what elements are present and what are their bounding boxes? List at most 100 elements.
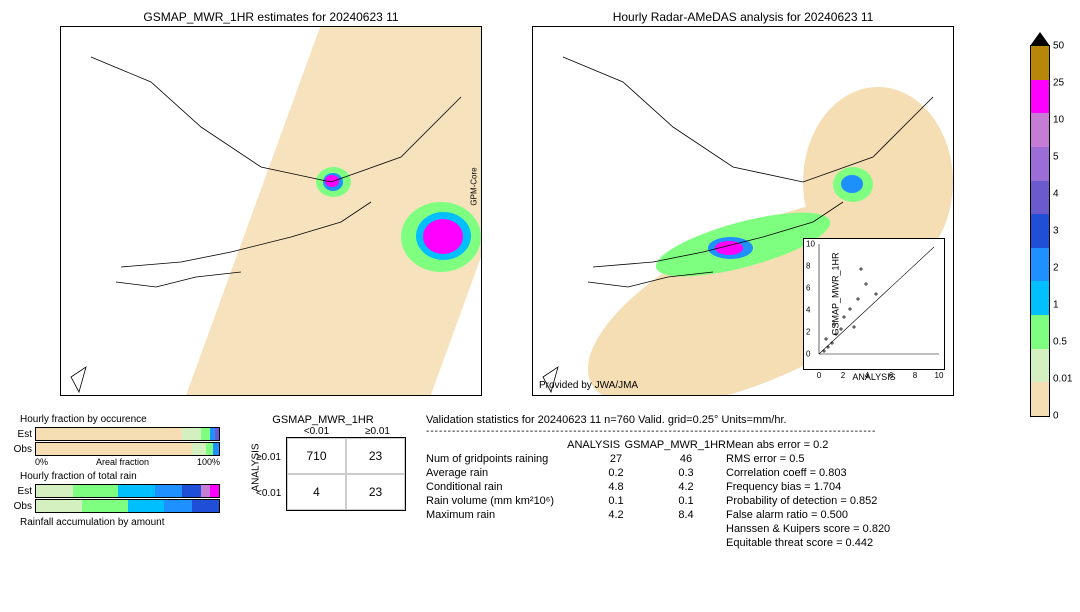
colorbar-tick: 4 bbox=[1053, 189, 1059, 200]
conting-col0: <0.01 bbox=[286, 426, 347, 437]
swath-label-top: GPM-Core bbox=[469, 167, 478, 205]
contingency-table: GSMAP_MWR_1HR <0.01 ≥0.01 ANALYSIS ≥0.01… bbox=[238, 414, 408, 551]
bar-segment bbox=[36, 443, 192, 455]
stats-title: Validation statistics for 20240623 11 n=… bbox=[426, 414, 1070, 426]
bar-segment bbox=[128, 500, 165, 512]
bar-segment bbox=[192, 443, 207, 455]
cell-11: 23 bbox=[346, 474, 405, 510]
stat-v2: 46 bbox=[651, 453, 721, 465]
bar-segment bbox=[210, 485, 219, 497]
colorbar-segment bbox=[1031, 147, 1049, 181]
axis-0: 0% bbox=[35, 457, 48, 467]
inset-xtick: 6 bbox=[889, 371, 893, 380]
bar-segment bbox=[82, 500, 128, 512]
stat-line: RMS error = 0.5 bbox=[726, 453, 1070, 465]
inset-xtick: 4 bbox=[865, 371, 869, 380]
bar-segment bbox=[155, 485, 182, 497]
inset-ytick: 4 bbox=[806, 306, 810, 315]
bar-row: Est bbox=[10, 427, 220, 441]
cell-01: 23 bbox=[346, 438, 405, 474]
inset-xtick: 8 bbox=[913, 371, 917, 380]
bottom-row: Hourly fraction by occurence Est Obs 0% A… bbox=[10, 414, 1070, 551]
inset-ytick: 6 bbox=[806, 284, 810, 293]
bar-segment bbox=[182, 428, 200, 440]
stat-v1: 4.2 bbox=[581, 509, 651, 521]
inset-scatter: GSMAP_MWR_1HR ANALYSIS 0246810 0246810 bbox=[803, 238, 945, 370]
stat-line: False alarm ratio = 0.500 bbox=[726, 509, 1070, 521]
bar-segment bbox=[118, 485, 155, 497]
stat-v2: 0.1 bbox=[651, 495, 721, 507]
axis-100: 100% bbox=[197, 457, 220, 467]
conting-row0: ≥0.01 bbox=[256, 452, 281, 463]
group2-title: Hourly fraction of total rain bbox=[20, 471, 220, 482]
stat-line: Mean abs error = 0.2 bbox=[726, 439, 1070, 451]
colorbar-tick: 0.01 bbox=[1053, 374, 1072, 385]
colorbar-segment bbox=[1031, 349, 1049, 383]
bar-row: Est bbox=[10, 484, 220, 498]
colorbar-segment bbox=[1031, 113, 1049, 147]
bar-segment bbox=[192, 500, 219, 512]
colorbar-tick: 1 bbox=[1053, 300, 1059, 311]
stats-colhead-0: ANALYSIS bbox=[563, 439, 625, 451]
map-right: Hourly Radar-AMeDAS analysis for 2024062… bbox=[532, 10, 954, 396]
conting-col1: ≥0.01 bbox=[347, 426, 408, 437]
colorbar-tick: 5 bbox=[1053, 152, 1059, 163]
bar-segment bbox=[182, 485, 200, 497]
group3-title: Rainfall accumulation by amount bbox=[20, 517, 220, 528]
conting-row1: <0.01 bbox=[256, 488, 281, 499]
stat-name: Conditional rain bbox=[426, 481, 581, 493]
stat-line: Equitable threat score = 0.442 bbox=[726, 537, 1070, 549]
bar-row: Obs bbox=[10, 442, 220, 456]
bar-segment bbox=[201, 428, 210, 440]
map-left-box: GPM-Core GMI 45°N40°N35°N30°N25°N125°E13… bbox=[60, 26, 482, 396]
stat-row: Maximum rain4.28.4 bbox=[426, 509, 726, 521]
inset-xtick: 2 bbox=[841, 371, 845, 380]
colorbar: 502510543210.50.010 bbox=[1030, 45, 1050, 417]
colorbar-segment bbox=[1031, 315, 1049, 349]
stat-v1: 4.8 bbox=[581, 481, 651, 493]
bar-segment bbox=[36, 485, 73, 497]
group1-title: Hourly fraction by occurence bbox=[20, 414, 220, 425]
bar-segment bbox=[36, 428, 182, 440]
bar-track bbox=[35, 442, 220, 456]
stat-v1: 0.2 bbox=[581, 467, 651, 479]
bar-row: Obs bbox=[10, 499, 220, 513]
map-right-box: GSMAP_MWR_1HR ANALYSIS 0246810 0246810 P… bbox=[532, 26, 954, 396]
inset-ylabel: GSMAP_MWR_1HR bbox=[831, 252, 841, 335]
colorbar-segment bbox=[1031, 281, 1049, 315]
bar-segment bbox=[206, 443, 213, 455]
bar-segment bbox=[164, 500, 191, 512]
colorbar-segment bbox=[1031, 248, 1049, 282]
bar-row-label: Est bbox=[10, 486, 35, 497]
axis-center: Areal fraction bbox=[96, 457, 149, 467]
bar-track bbox=[35, 427, 220, 441]
map-right-title: Hourly Radar-AMeDAS analysis for 2024062… bbox=[532, 10, 954, 24]
stat-v1: 27 bbox=[581, 453, 651, 465]
stats-divider: ----------------------------------------… bbox=[426, 426, 1070, 437]
stat-row: Average rain0.20.3 bbox=[426, 467, 726, 479]
inset-xtick: 0 bbox=[817, 371, 821, 380]
bar-row-label: Obs bbox=[10, 444, 35, 455]
inset-ytick: 0 bbox=[806, 350, 810, 359]
stat-name: Average rain bbox=[426, 467, 581, 479]
inset-ytick: 10 bbox=[806, 240, 815, 249]
validation-stats: Validation statistics for 20240623 11 n=… bbox=[426, 414, 1070, 551]
conting-title: GSMAP_MWR_1HR bbox=[238, 414, 408, 426]
bar-segment bbox=[213, 443, 218, 455]
bar-segment bbox=[73, 485, 119, 497]
conting-ylabel: ANALYSIS bbox=[251, 443, 262, 491]
stat-line: Correlation coeff = 0.803 bbox=[726, 467, 1070, 479]
colorbar-segment bbox=[1031, 181, 1049, 215]
stat-line: Frequency bias = 1.704 bbox=[726, 481, 1070, 493]
map-left-title: GSMAP_MWR_1HR estimates for 20240623 11 bbox=[60, 10, 482, 24]
cell-10: 4 bbox=[287, 474, 346, 510]
colorbar-segment bbox=[1031, 80, 1049, 114]
swath-label-bot: GMI bbox=[481, 215, 482, 230]
stat-row: Conditional rain4.84.2 bbox=[426, 481, 726, 493]
colorbar-segment bbox=[1031, 46, 1049, 80]
stat-v1: 0.1 bbox=[581, 495, 651, 507]
stat-row: Rain volume (mm km²10⁶)0.10.1 bbox=[426, 495, 726, 507]
colorbar-segment bbox=[1031, 214, 1049, 248]
stat-name: Maximum rain bbox=[426, 509, 581, 521]
bar-segment bbox=[201, 485, 210, 497]
